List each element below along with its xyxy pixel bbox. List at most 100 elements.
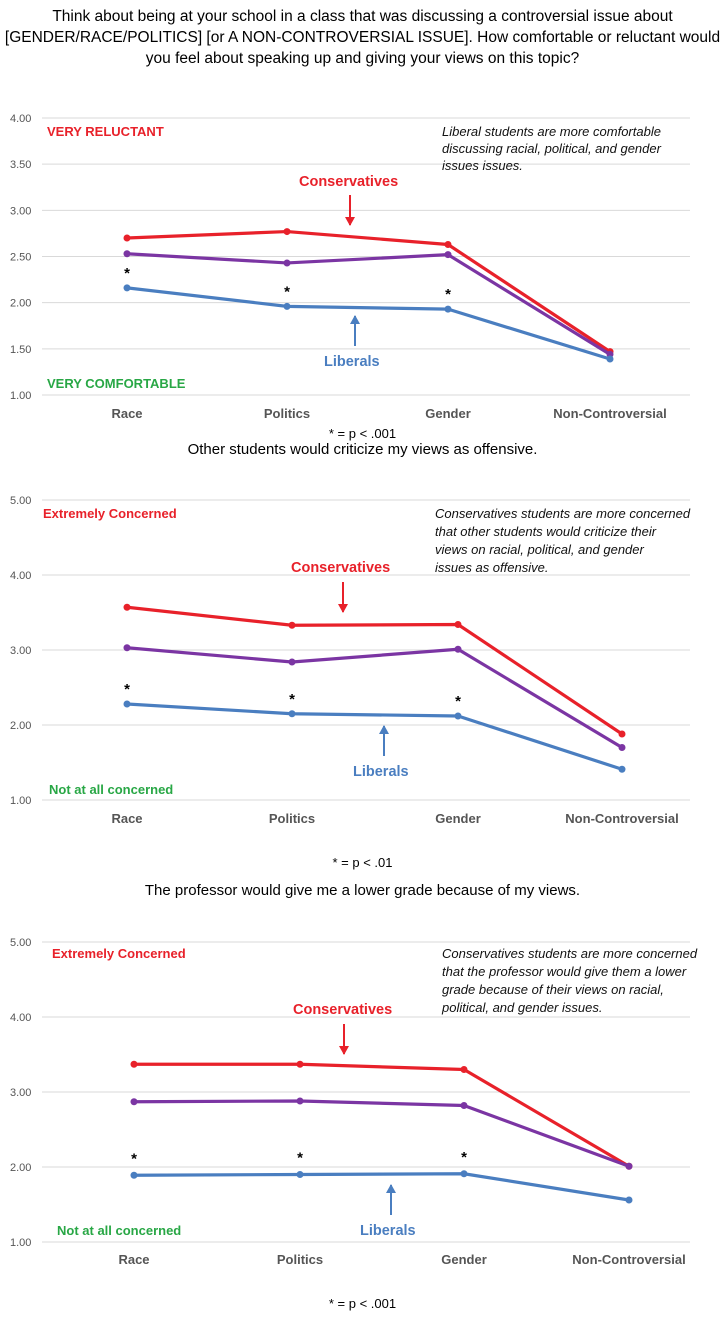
series-label-conservatives: Conservatives [299,174,398,190]
data-point [444,240,452,248]
data-point [296,1171,304,1178]
data-point [123,284,131,292]
series-line [134,1062,630,1168]
series-label-conservatives: Conservatives [291,560,390,576]
data-point [283,302,291,310]
x-tick-label: Non-Controversial [572,1252,685,1267]
data-point [454,645,462,653]
x-tick-label: Politics [277,1252,323,1267]
y-tick-label: 1.00 [10,795,31,807]
data-point [618,744,626,751]
y-tick-label: 2.00 [10,1162,31,1174]
data-point [288,658,296,666]
data-point [454,712,462,720]
chart-reluctance: 1.00 1.50 2.00 2.50 3.00 3.50 4.00 Race Politics… [0,108,725,428]
x-tick-label: Non-Controversial [553,406,666,421]
y-tick-label: 3.00 [10,205,31,217]
y-tick-label: 3.00 [10,645,31,657]
x-tick-label: Politics [264,406,310,421]
x-tick-label: Race [111,811,142,826]
data-point [123,644,131,652]
scale-top-label: Extremely Concerned [52,946,186,961]
scale-bottom-label: Not at all concerned [49,782,173,797]
up-arrow-icon [350,315,360,346]
y-tick-label: 4.00 [10,570,31,582]
series-label-conservatives: Conservatives [293,1002,392,1018]
significance-star: * [289,691,295,708]
y-tick-label: 5.00 [10,937,31,949]
series-label-liberals: Liberals [360,1223,416,1239]
up-arrow-icon [379,725,389,756]
y-tick-label: 5.00 [10,495,31,507]
data-point [618,730,626,738]
data-point [283,259,291,267]
series-label-liberals: Liberals [353,764,409,780]
x-tick-label: Race [111,406,142,421]
series-line [133,1099,630,1168]
y-tick-label: 4.00 [10,113,31,125]
survey-question: Think about being at your school in a cl… [4,8,721,67]
data-point [618,765,626,773]
x-tick-label: Gender [435,811,481,826]
data-point [130,1171,138,1179]
significance-star: * [124,265,130,282]
y-tick-label: 1.00 [10,390,31,402]
data-point [460,1170,468,1178]
x-tick-label: Non-Controversial [565,811,678,826]
significance-star: * [445,286,451,303]
data-point [444,251,452,259]
significance-star: * [297,1150,303,1167]
data-point [460,1066,468,1073]
x-tick-label: Race [118,1252,149,1267]
data-point [288,621,296,629]
data-point [130,1060,138,1068]
data-point [296,1060,304,1068]
chart-subtitle: Other students would criticize my views … [187,441,538,458]
data-point [296,1097,304,1105]
x-tick-label: Gender [425,406,471,421]
data-point [444,305,452,313]
chart-subtitle: The professor would give me a lower grad… [144,882,581,899]
data-point [123,700,131,708]
down-arrow-icon [338,582,348,613]
data-point [123,603,131,611]
significance-star: * [284,283,290,300]
scale-top-label: VERY RELUCTANT [47,124,164,139]
data-point [288,710,296,718]
chart-annotation: Conservatives students are more concerne… [441,946,698,1015]
series-line [126,252,611,356]
series-label-liberals: Liberals [324,354,380,370]
series-line [133,1172,630,1202]
x-tick-label: Gender [441,1252,487,1267]
down-arrow-icon [339,1024,349,1055]
significance-star: * [131,1150,137,1167]
series-line [126,646,623,749]
series-line [126,702,623,771]
y-tick-label: 3.50 [10,159,31,171]
chart-svg: 1.00 1.50 2.00 2.50 3.00 3.50 4.00 Race Politics… [10,113,690,421]
y-tick-label: 1.50 [10,344,31,356]
scale-bottom-label: VERY COMFORTABLE [47,376,186,391]
chart-criticize: 1.00 2.00 3.00 4.00 5.00 Race Politics Gender No… [0,490,725,830]
data-point [625,1162,633,1170]
y-tick-label: 2.00 [10,720,31,732]
scale-top-label: Extremely Concerned [43,506,177,521]
down-arrow-icon [345,195,355,226]
y-tick-label: 1.00 [10,1237,31,1249]
up-arrow-icon [386,1184,396,1215]
data-point [625,1196,633,1204]
significance-star: * [124,681,130,698]
significance-note: * = p < .001 [328,426,397,441]
significance-star: * [461,1149,467,1166]
data-point [606,355,614,363]
data-point [130,1098,138,1106]
significance-note: * = p < .01 [332,855,393,870]
chart-svg: 1.00 2.00 3.00 4.00 5.00 Race Politics Gender No… [10,937,698,1267]
series-line [126,605,623,736]
series-line [126,229,611,353]
series-line [126,286,611,361]
data-point [283,228,291,236]
y-tick-label: 2.00 [10,298,31,310]
chart-annotation: Liberal students are more comfortable dis… [442,124,662,173]
significance-note: * = p < .001 [328,1296,397,1311]
